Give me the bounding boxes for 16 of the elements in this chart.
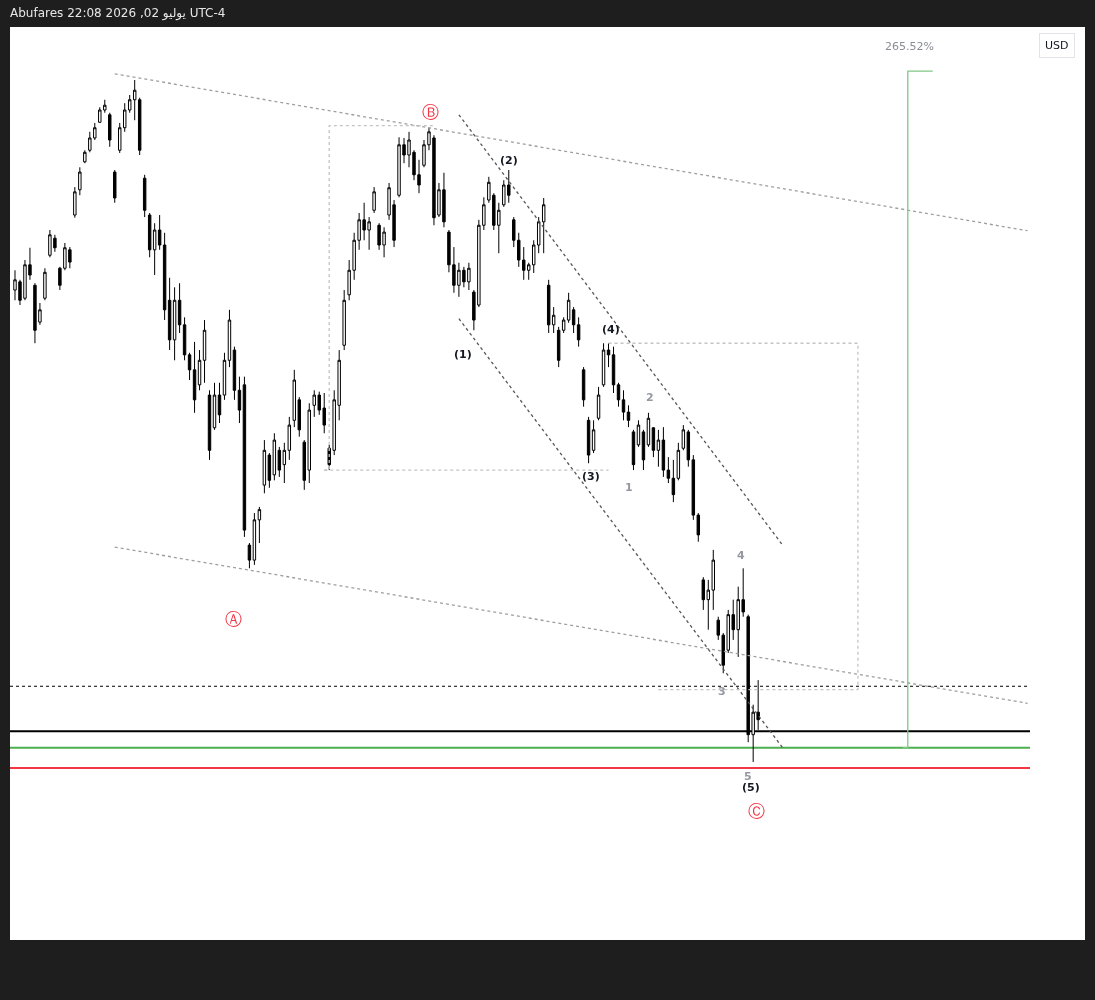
text: 5 — [744, 770, 752, 783]
annotation: (4) — [602, 323, 620, 336]
annotation: 4 — [737, 549, 745, 562]
annotation: (1) — [454, 348, 472, 361]
annotation: (3) — [582, 470, 600, 483]
y-axis-title: USD — [1045, 39, 1069, 52]
annotation: 2 — [646, 391, 654, 404]
annotation: Ⓐ — [225, 609, 242, 629]
annotation: 3 — [718, 685, 726, 698]
annotation: 1 — [625, 481, 633, 494]
annotation: Ⓑ — [422, 102, 439, 122]
text: (5) — [742, 781, 760, 794]
annotation: (2) — [500, 154, 518, 167]
text: Ⓒ — [748, 801, 765, 821]
chart-title: Abufares يوليو 02, 2026 22:08 UTC-4 — [10, 6, 226, 22]
text: 265.52% — [885, 40, 934, 53]
